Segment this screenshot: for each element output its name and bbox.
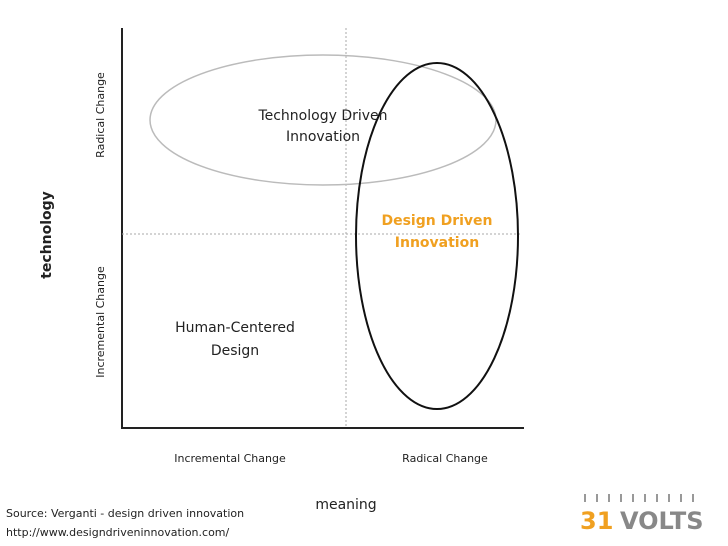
x-high-label: Radical Change bbox=[402, 452, 488, 465]
region-label: Technology Driven bbox=[257, 108, 387, 124]
technology-ellipse bbox=[149, 54, 497, 186]
region-label: Design Driven bbox=[381, 213, 492, 229]
region-label: Innovation bbox=[395, 235, 479, 251]
source-line: http://www.designdriveninnovation.com/ bbox=[6, 526, 230, 539]
x-title: meaning bbox=[315, 497, 376, 513]
design-ellipse bbox=[355, 62, 519, 410]
region-label: Design bbox=[211, 343, 259, 359]
logo-number: 31 bbox=[580, 507, 613, 535]
y-high-label: Radical Change bbox=[94, 72, 107, 158]
source-line: Source: Verganti - design driven innovat… bbox=[6, 507, 244, 520]
region-label: Human-Centered bbox=[175, 320, 295, 336]
logo-word: VOLTS bbox=[620, 507, 704, 535]
region-label: Innovation bbox=[286, 129, 360, 145]
logo-ticks bbox=[584, 494, 694, 502]
y-title: technology bbox=[39, 191, 55, 279]
y-low-label: Incremental Change bbox=[94, 266, 107, 378]
x-low-label: Incremental Change bbox=[174, 452, 286, 465]
